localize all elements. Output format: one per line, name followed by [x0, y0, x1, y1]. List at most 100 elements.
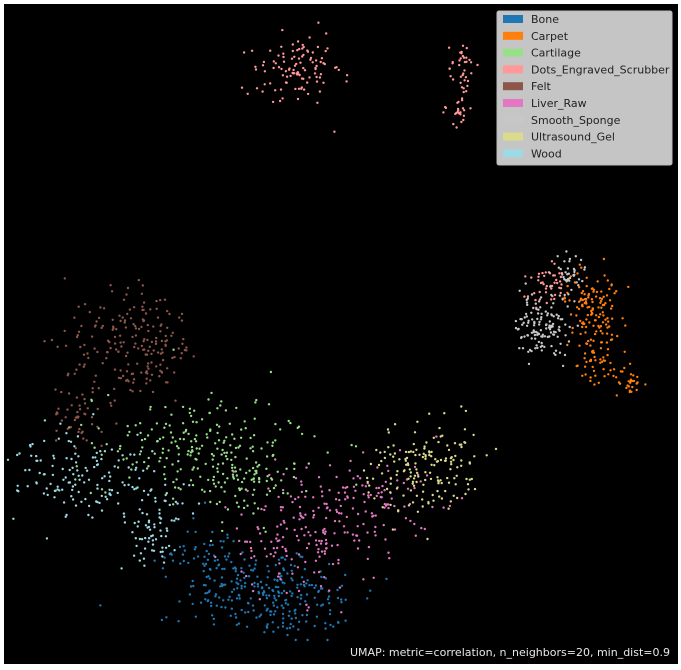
scatter-point	[611, 304, 614, 308]
scatter-point	[109, 284, 112, 287]
scatter-point	[138, 477, 141, 480]
scatter-point	[232, 470, 235, 473]
scatter-point	[587, 294, 590, 297]
scatter-point	[544, 291, 548, 294]
scatter-point	[81, 430, 84, 433]
scatter-point	[550, 293, 553, 297]
scatter-point	[234, 494, 237, 498]
scatter-point	[270, 478, 274, 481]
scatter-point	[560, 283, 563, 286]
scatter-point	[439, 435, 442, 438]
scatter-point	[552, 302, 555, 305]
scatter-point	[314, 584, 318, 587]
scatter-point	[583, 357, 586, 360]
legend-swatch	[503, 115, 523, 124]
scatter-point	[557, 314, 560, 318]
scatter-point	[265, 479, 268, 483]
scatter-point	[602, 295, 605, 298]
scatter-point	[141, 305, 144, 308]
scatter-point	[291, 500, 294, 504]
scatter-point	[214, 595, 217, 598]
scatter-point	[97, 316, 101, 320]
scatter-point	[542, 283, 545, 286]
scatter-point	[141, 308, 144, 312]
scatter-point	[615, 394, 618, 397]
scatter-point	[147, 537, 151, 540]
scatter-point	[558, 351, 562, 354]
scatter-point	[444, 459, 447, 462]
scatter-point	[279, 88, 283, 91]
scatter-point	[151, 539, 155, 542]
scatter-point	[540, 349, 543, 352]
scatter-point	[70, 404, 73, 407]
scatter-point	[351, 507, 355, 510]
scatter-point	[93, 446, 96, 449]
scatter-point	[115, 422, 118, 425]
scatter-point	[158, 437, 162, 441]
scatter-point	[110, 489, 114, 492]
scatter-point	[593, 355, 596, 359]
scatter-point	[525, 324, 529, 327]
scatter-point	[324, 538, 328, 542]
scatter-point	[134, 324, 137, 328]
scatter-point	[325, 542, 328, 545]
scatter-point	[272, 60, 275, 63]
scatter-point	[379, 495, 382, 499]
scatter-point	[18, 452, 21, 455]
scatter-point	[469, 107, 472, 110]
scatter-point	[462, 114, 466, 118]
scatter-point	[541, 344, 544, 347]
scatter-point	[171, 436, 174, 439]
scatter-point	[568, 279, 571, 282]
scatter-point	[325, 507, 329, 510]
scatter-point	[304, 560, 307, 564]
scatter-point	[153, 526, 156, 529]
scatter-point	[281, 545, 284, 549]
scatter-point	[46, 493, 49, 497]
scatter-point	[136, 525, 139, 528]
scatter-point	[358, 539, 361, 542]
scatter-point	[272, 613, 276, 616]
scatter-point	[539, 318, 543, 321]
scatter-point	[413, 431, 417, 434]
scatter-point	[333, 532, 336, 535]
scatter-point	[274, 458, 277, 461]
scatter-point	[595, 330, 598, 333]
scatter-point	[590, 298, 594, 301]
scatter-point	[389, 482, 392, 485]
scatter-point	[465, 46, 468, 50]
scatter-point	[169, 431, 173, 434]
scatter-point	[559, 291, 562, 295]
scatter-point	[279, 506, 283, 509]
scatter-point	[83, 402, 87, 405]
scatter-point	[132, 381, 135, 384]
scatter-point	[263, 83, 266, 86]
scatter-point	[543, 335, 547, 338]
scatter-point	[306, 49, 309, 52]
scatter-point	[59, 422, 62, 425]
scatter-point	[49, 482, 52, 486]
scatter-point	[308, 76, 311, 79]
scatter-point	[470, 477, 473, 481]
scatter-point	[568, 257, 572, 261]
scatter-point	[220, 576, 224, 579]
scatter-point	[602, 257, 606, 261]
scatter-point	[585, 284, 588, 288]
scatter-point	[292, 475, 296, 479]
scatter-point	[459, 57, 462, 60]
scatter-point	[280, 574, 283, 578]
scatter-point	[420, 526, 423, 530]
scatter-point	[96, 407, 100, 411]
scatter-point	[606, 353, 609, 357]
scatter-point	[240, 86, 244, 89]
scatter-point	[139, 450, 143, 453]
scatter-point	[336, 543, 339, 547]
scatter-point	[580, 266, 583, 269]
scatter-point	[373, 530, 376, 533]
scatter-point	[265, 625, 268, 628]
scatter-point	[159, 456, 162, 460]
scatter-point	[337, 558, 340, 562]
scatter-point	[305, 466, 308, 469]
scatter-point	[73, 445, 76, 448]
scatter-point	[87, 513, 90, 517]
